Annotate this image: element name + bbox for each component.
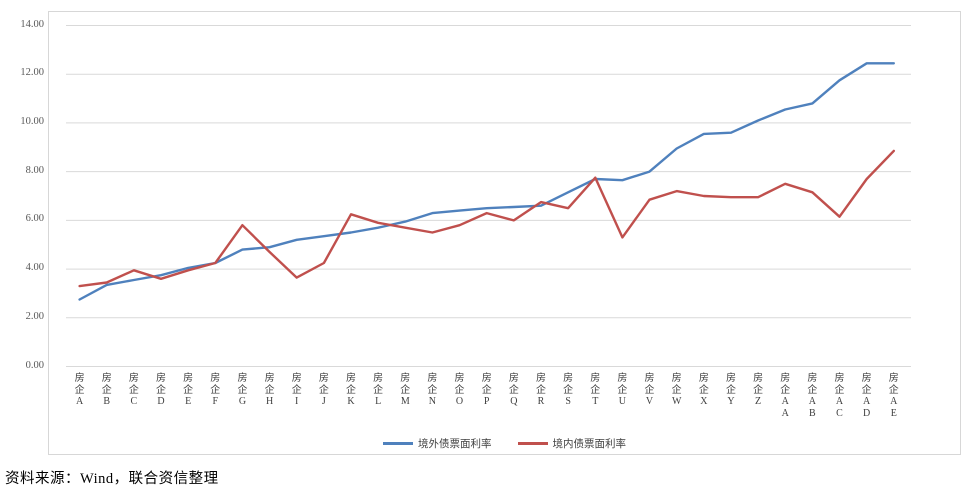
y-tick-label: 0.00: [25, 359, 44, 371]
series-line-1: [78, 149, 895, 288]
y-tick-label: 8.00: [25, 164, 44, 176]
y-tick-label: 6.00: [25, 213, 44, 225]
series-line-0: [78, 62, 895, 301]
source-note: 资料来源：Wind，联合资信整理: [5, 471, 219, 487]
legend-label-domestic: 境内债票面利率: [552, 438, 627, 450]
legend-item-offshore: 境外债票面利率: [383, 436, 492, 451]
chart-legend: 境外债票面利率 境内债票面利率: [49, 432, 960, 454]
y-tick-label: 14.00: [20, 18, 44, 30]
offshore-line-swatch-icon: [383, 441, 413, 445]
y-tick-label: 2.00: [25, 310, 44, 322]
domestic-line-swatch-icon: [517, 441, 548, 445]
y-tick-label: 10.00: [20, 115, 44, 127]
legend-label-offshore: 境外债票面利率: [418, 438, 492, 450]
y-tick-label: 12.00: [20, 67, 44, 79]
line-plot: [66, 25, 911, 367]
y-tick-label: 4.00: [25, 262, 44, 274]
legend-item-domestic: 境内债票面利率: [517, 436, 627, 451]
